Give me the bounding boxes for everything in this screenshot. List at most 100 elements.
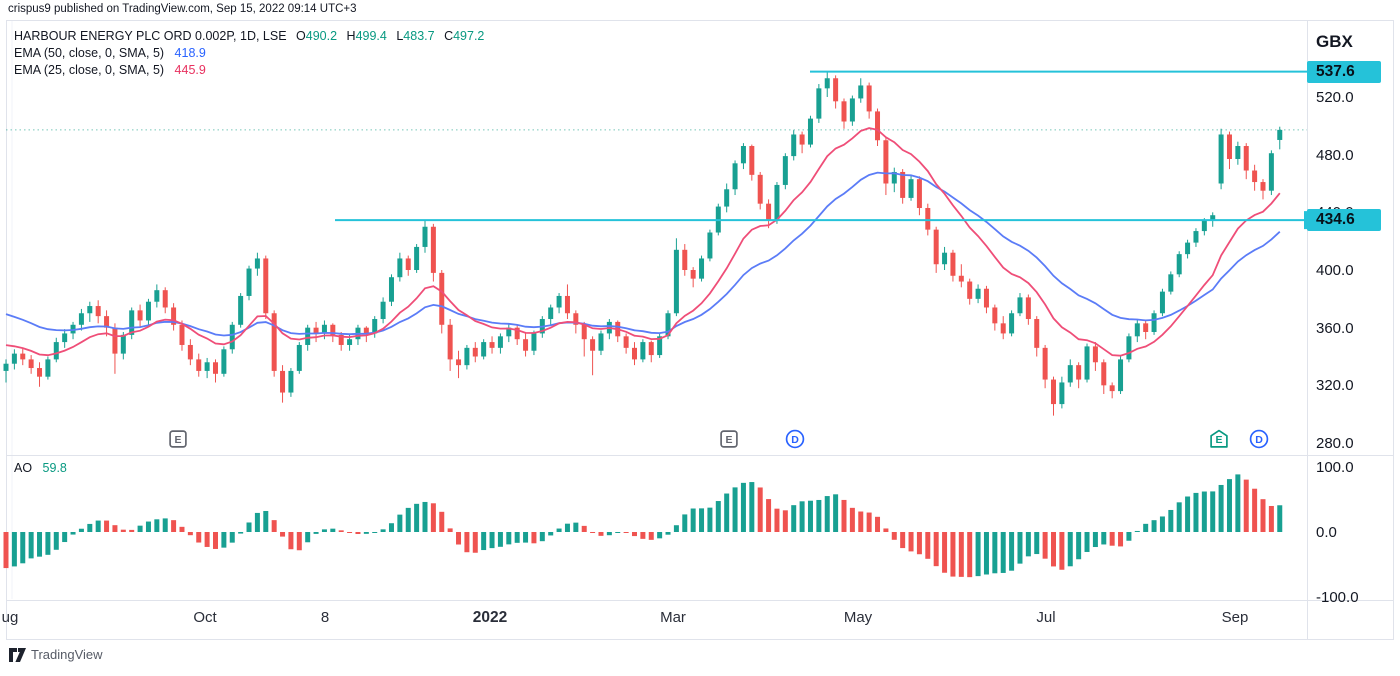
svg-text:E: E [174, 434, 181, 446]
candle-body [196, 359, 202, 371]
panel-divider[interactable] [6, 455, 1394, 456]
time-tick-label: Sep [1221, 609, 1249, 626]
ohlc-low: L483.7 [396, 29, 435, 43]
ao-bar [623, 532, 629, 533]
candle-body [78, 313, 84, 325]
dividend-marker-icon[interactable]: D [1249, 429, 1269, 449]
dividend-marker-icon[interactable]: D [785, 429, 805, 449]
ao-bar [958, 532, 964, 577]
price-tick-label: 360.0 [1316, 319, 1354, 337]
ao-bar [657, 532, 663, 539]
candle-body [472, 347, 478, 357]
ao-bar [263, 510, 269, 532]
ema25-label: EMA (25, close, 0, SMA, 5) [14, 63, 165, 77]
candle-body [363, 327, 369, 334]
ao-bar [724, 493, 730, 532]
candle-body [933, 229, 939, 265]
candle-body [280, 370, 286, 393]
svg-text:E: E [725, 434, 732, 446]
price-level-badge[interactable]: 434.6 [1307, 209, 1381, 232]
candle-body [37, 368, 43, 377]
candle-body [489, 342, 495, 348]
ao-bar [1101, 532, 1107, 545]
candle-body [967, 281, 973, 299]
candle-body [875, 111, 881, 141]
footer-brand-link[interactable]: TradingView [9, 647, 103, 662]
candle-body [154, 290, 160, 302]
ema50-legend-row[interactable]: EMA (50, close, 0, SMA, 5) 418.9 [14, 45, 484, 62]
earnings-marker-icon[interactable]: E [168, 429, 188, 449]
candle-body [271, 313, 277, 371]
candle-body [699, 258, 705, 279]
ao-bar [1201, 491, 1207, 532]
candle-body [338, 334, 344, 345]
ao-bar [975, 532, 981, 577]
symbol-legend-row[interactable]: HARBOUR ENERGY PLC ORD 0.002P, 1D, LSE O… [14, 28, 484, 45]
candle-body [1042, 347, 1048, 380]
candle-body [246, 268, 252, 296]
candle-body [347, 339, 353, 345]
candle-body [481, 342, 487, 357]
ao-bar [313, 532, 319, 534]
ema25-legend-row[interactable]: EMA (25, close, 0, SMA, 5) 445.9 [14, 62, 484, 79]
ao-bar [112, 525, 118, 532]
ao-bar [883, 528, 889, 532]
ao-bar [640, 532, 646, 539]
tradingview-brand-text: TradingView [31, 647, 103, 662]
candle-body [1076, 365, 1082, 380]
candle-body [28, 359, 34, 369]
earnings-marker-icon[interactable]: E [1209, 429, 1229, 449]
ao-bar [967, 532, 973, 578]
ao-bar [439, 511, 445, 532]
ao-bar [757, 487, 763, 532]
candle-body [992, 307, 998, 324]
candle-body [1118, 359, 1124, 392]
ao-bar [1143, 523, 1149, 532]
ao-bar [1134, 530, 1140, 532]
candle-body [740, 146, 746, 164]
candle-body [1168, 274, 1174, 292]
candle-body [849, 98, 855, 122]
ao-bar [179, 526, 185, 532]
candle-body [1193, 231, 1199, 243]
time-tick-label: 8 [320, 609, 330, 626]
price-level-badge[interactable]: 537.6 [1307, 60, 1381, 83]
candle-body [1260, 182, 1266, 191]
ao-bar [866, 512, 872, 532]
candle-body [162, 290, 168, 308]
candle-body [866, 85, 872, 112]
ao-bar [523, 532, 529, 543]
ao-legend-row[interactable]: AO 59.8 [14, 461, 67, 475]
ao-bar [497, 532, 503, 547]
symbol-title: HARBOUR ENERGY PLC ORD 0.002P, 1D, LSE [14, 29, 287, 43]
candle-body [204, 362, 210, 371]
price-axis-unit: GBX [1316, 32, 1353, 51]
ao-bar [271, 520, 277, 532]
ao-bar [1185, 496, 1191, 532]
candle-body [983, 288, 989, 308]
candle-body [816, 88, 822, 119]
candle-body [531, 333, 537, 351]
ao-bar [464, 532, 470, 553]
ao-bar [1059, 532, 1065, 570]
price-tick-label: 480.0 [1316, 146, 1354, 164]
candle-body [1059, 382, 1065, 405]
candle-body [916, 179, 922, 209]
candle-body [942, 252, 948, 265]
candle-body [707, 232, 713, 259]
candle-body [640, 342, 646, 360]
candle-body [900, 171, 906, 198]
tradingview-logo-icon [9, 647, 26, 662]
legend: HARBOUR ENERGY PLC ORD 0.002P, 1D, LSE O… [14, 28, 484, 79]
candle-body [263, 258, 269, 314]
ao-bar [1009, 532, 1015, 571]
time-tick-label: 2022 [472, 609, 508, 626]
ao-bar [3, 532, 9, 569]
candle-body [673, 249, 679, 314]
candle-body [724, 189, 730, 207]
ao-bar [481, 532, 487, 551]
candle-body [757, 174, 763, 204]
earnings-marker-icon[interactable]: E [719, 429, 739, 449]
ao-bar [254, 512, 260, 532]
